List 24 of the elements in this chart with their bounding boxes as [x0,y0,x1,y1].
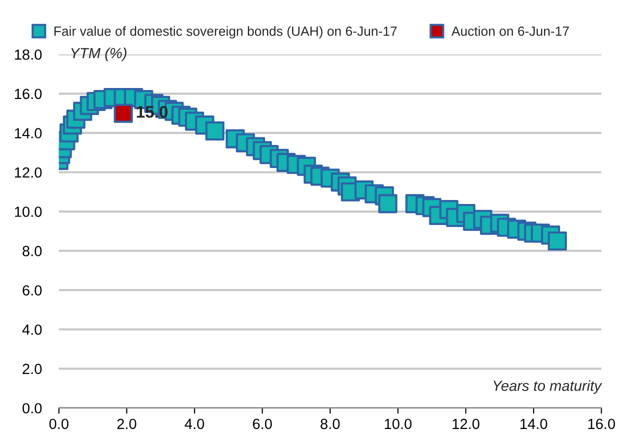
x-tick-label: 4.0 [184,418,204,430]
y-tick-label: 2.0 [22,364,42,374]
x-tick-label: 8.0 [320,418,340,430]
y-tick-label: 12.0 [14,167,42,178]
y-tick-label: 6.0 [22,285,42,296]
legend-label: Auction on 6-Jun-17 [451,26,569,36]
y-tick-label: 8.0 [22,246,42,256]
x-tick-label: 10.0 [384,418,412,430]
y-axis-title: YTM (%) [71,48,126,62]
x-tick-label: 12.0 [452,418,480,430]
y-tick-label: 10.0 [14,206,42,217]
x-tick-label: 14.0 [520,418,548,430]
y-tick-label: 14.0 [14,128,42,138]
x-axis-title: Years to maturity [494,380,602,394]
x-tick-label: 6.0 [252,418,272,430]
x-tick-label: 2.0 [117,418,136,430]
y-tick-label: 4.0 [22,324,42,335]
data-label: 15.0 [136,106,168,118]
x-tick-label: 0.0 [49,418,68,430]
y-tick-label: 18.0 [14,49,42,60]
legend-label: Fair value of domestic sovereign bonds (UAH) on 6-Jun-17 [54,26,397,38]
y-tick-label: 16.0 [14,88,42,100]
x-tick-label: 16.0 [588,418,616,430]
y-tick-label: 0.0 [22,403,42,414]
